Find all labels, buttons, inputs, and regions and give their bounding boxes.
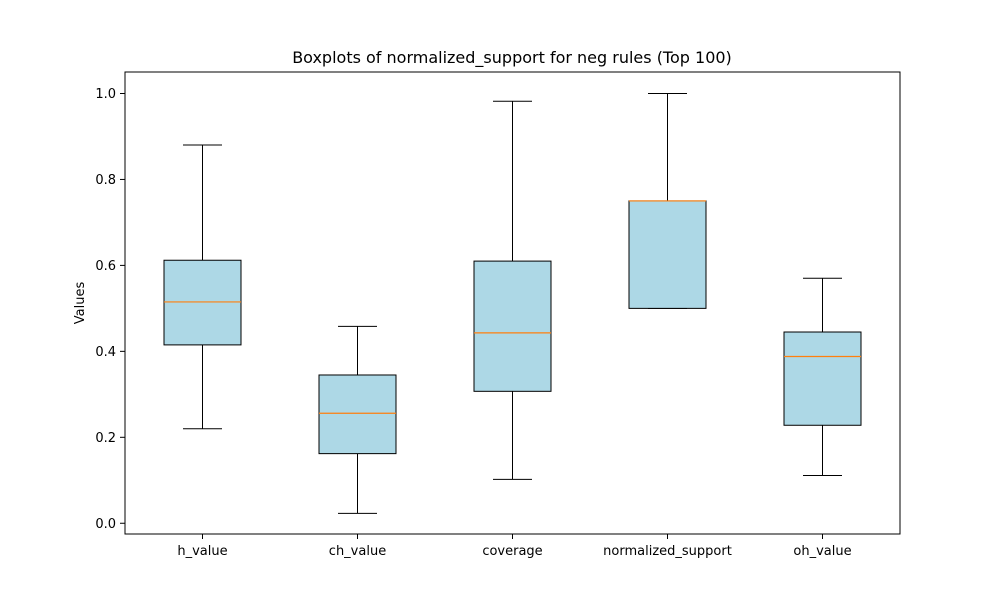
x-tick-label: normalized_support: [603, 544, 732, 559]
x-tick-label: coverage: [482, 544, 542, 559]
plot-frame: [124, 71, 901, 535]
box-iqr: [318, 374, 397, 455]
x-tick-label: h_value: [177, 544, 227, 559]
y-tick-label: 0.2: [95, 431, 116, 446]
box-iqr: [628, 200, 707, 309]
chart-marks: 0.0 0.2 0.4 0.6 0.8 1.0 h_value ch_value coverag…: [95, 87, 862, 559]
chart-title: Boxplots of normalized_support for neg r…: [292, 48, 732, 68]
y-axis-label: Values: [73, 282, 88, 325]
y-tick-label: 1.0: [95, 87, 116, 102]
y-tick-label: 0.0: [95, 517, 116, 532]
box-iqr: [473, 260, 552, 392]
y-tick-label: 0.8: [95, 173, 116, 188]
x-tick-label: oh_value: [793, 544, 851, 559]
box-iqr: [783, 331, 862, 426]
x-tick-label: ch_value: [329, 544, 386, 559]
y-tick-label: 0.6: [95, 259, 116, 274]
box-iqr: [163, 259, 242, 346]
y-tick-label: 0.4: [95, 345, 116, 360]
